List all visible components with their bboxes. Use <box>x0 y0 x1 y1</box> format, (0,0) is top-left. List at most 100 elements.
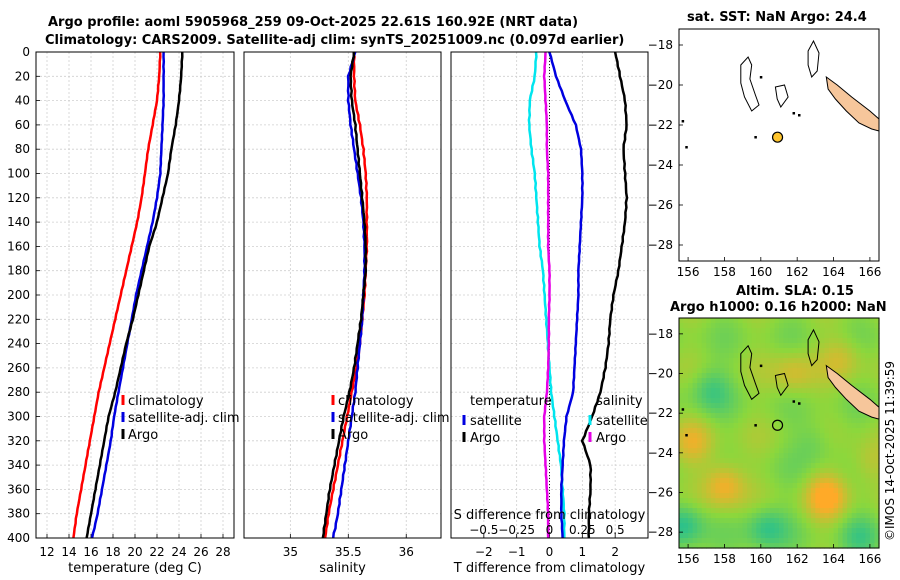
sla-cell <box>683 323 689 329</box>
sla-cell <box>847 418 853 424</box>
series-t-satellite <box>527 51 566 538</box>
sla-cell <box>797 433 803 439</box>
sla-cell <box>697 328 703 334</box>
sla-cell <box>829 423 835 429</box>
sla-cell <box>706 358 712 364</box>
sla-cell <box>797 408 803 414</box>
sla-cell <box>715 438 721 444</box>
sla-cell <box>829 338 835 344</box>
sla-cell <box>856 513 862 519</box>
sla-cell <box>715 328 721 334</box>
sla-cell <box>683 428 689 434</box>
sla-cell <box>769 378 775 384</box>
sla-cell <box>742 498 748 504</box>
sla-cell <box>833 503 839 509</box>
sla-cell <box>801 373 807 379</box>
sla-cell <box>774 348 780 354</box>
sla-cell <box>806 528 812 534</box>
sla-cell <box>765 468 771 474</box>
sla-cell <box>742 358 748 364</box>
sla-cell <box>783 543 789 549</box>
sla-cell <box>706 318 712 324</box>
sla-cell <box>792 358 798 364</box>
sla-cell <box>774 483 780 489</box>
sla-cell <box>824 373 830 379</box>
sla-cell <box>874 503 880 509</box>
sla-cell <box>815 463 821 469</box>
sla-cell <box>860 428 866 434</box>
sla-cell <box>774 413 780 419</box>
sla-cell <box>779 458 785 464</box>
sla-cell <box>810 318 816 324</box>
sla-cell <box>760 363 766 369</box>
sla-cell <box>792 438 798 444</box>
sla-cell <box>769 348 775 354</box>
sla-cell <box>719 423 725 429</box>
sla-cell <box>733 533 739 539</box>
sla-cell <box>815 413 821 419</box>
sla-cell <box>783 338 789 344</box>
sla-cell <box>724 418 730 424</box>
sla-cell <box>692 358 698 364</box>
sla-cell <box>679 428 685 434</box>
sla-cell <box>733 503 739 509</box>
sla-cell <box>688 368 694 374</box>
sla-cell <box>856 508 862 514</box>
lat-tick-label: −28 <box>648 525 673 539</box>
sla-cell <box>874 428 880 434</box>
sla-cell <box>738 333 744 339</box>
sla-cell <box>833 363 839 369</box>
header-line-1: Argo profile: aoml 5905968_259 09-Oct-20… <box>48 15 579 30</box>
sla-cell <box>851 458 857 464</box>
sla-cell <box>842 423 848 429</box>
sla-cell <box>706 428 712 434</box>
sla-cell <box>760 523 766 529</box>
sla-cell <box>742 338 748 344</box>
sla-cell <box>769 538 775 544</box>
sla-cell <box>797 348 803 354</box>
sla-cell <box>838 328 844 334</box>
sla-cell <box>683 513 689 519</box>
sla-cell <box>697 538 703 544</box>
sla-cell <box>797 383 803 389</box>
sla-cell <box>706 373 712 379</box>
sla-cell <box>715 408 721 414</box>
sla-cell <box>851 453 857 459</box>
sla-cell <box>838 403 844 409</box>
series-s-argo <box>542 51 551 539</box>
sla-cell <box>810 528 816 534</box>
sla-cell <box>683 398 689 404</box>
sla-cell <box>865 373 871 379</box>
sla-cell <box>792 538 798 544</box>
sla-cell <box>751 538 757 544</box>
sla-cell <box>747 513 753 519</box>
lon-tick-label: 156 <box>677 265 700 279</box>
sla-cell <box>751 358 757 364</box>
sla-cell <box>783 453 789 459</box>
sla-cell <box>842 443 848 449</box>
sla-cell <box>797 458 803 464</box>
sla-cell <box>774 408 780 414</box>
sla-cell <box>760 468 766 474</box>
sla-cell <box>824 458 830 464</box>
sla-cell <box>792 448 798 454</box>
sla-cell <box>819 438 825 444</box>
sla-map: 156 158 160 162 164 166−18−20−22−24−26−28 <box>648 317 881 566</box>
sla-cell <box>715 333 721 339</box>
sla-cell <box>851 463 857 469</box>
sla-cell <box>751 398 757 404</box>
sla-cell <box>829 343 835 349</box>
sla-cell <box>692 468 698 474</box>
sla-cell <box>747 338 753 344</box>
sla-cell <box>874 423 880 429</box>
sla-cell <box>756 363 762 369</box>
sla-cell <box>769 388 775 394</box>
sla-cell <box>842 508 848 514</box>
sla-cell <box>865 543 871 549</box>
sla-cell <box>810 368 816 374</box>
sla-cell <box>692 353 698 359</box>
sla-cell <box>733 353 739 359</box>
sla-cell <box>706 418 712 424</box>
sla-cell <box>715 463 721 469</box>
